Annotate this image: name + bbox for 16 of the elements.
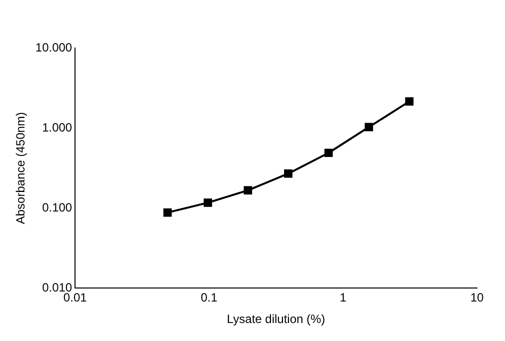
x-tick-label: 0.01: [63, 290, 88, 305]
x-tick-label: 10: [470, 290, 484, 305]
point: [163, 208, 172, 217]
y-axis-title: Absorbance (450nm): [14, 112, 28, 224]
point: [324, 148, 333, 158]
point: [364, 122, 374, 132]
x-tick-label: 1: [340, 290, 347, 305]
point: [204, 198, 212, 207]
y-tick-label: 10.000: [35, 40, 72, 54]
y-tick-label: 0.100: [42, 200, 72, 214]
point: [284, 169, 292, 178]
y-tick-label: 1.000: [42, 120, 72, 134]
x-tick-label: 0.1: [200, 290, 218, 305]
point: [244, 186, 252, 194]
point: [405, 97, 414, 106]
x-axis-title: Lysate dilution (%): [226, 312, 326, 326]
